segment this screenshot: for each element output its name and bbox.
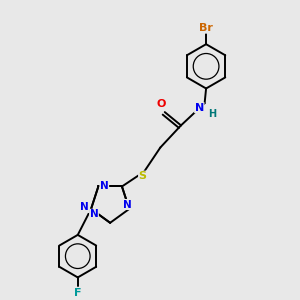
Text: H: H	[208, 109, 216, 118]
Text: O: O	[157, 99, 166, 109]
Text: F: F	[74, 288, 82, 298]
Text: N: N	[90, 209, 98, 219]
Text: N: N	[80, 202, 89, 212]
Text: Br: Br	[199, 23, 213, 33]
Text: N: N	[123, 200, 132, 209]
Text: S: S	[139, 171, 147, 181]
Text: N: N	[195, 103, 204, 113]
Text: N: N	[100, 181, 109, 191]
